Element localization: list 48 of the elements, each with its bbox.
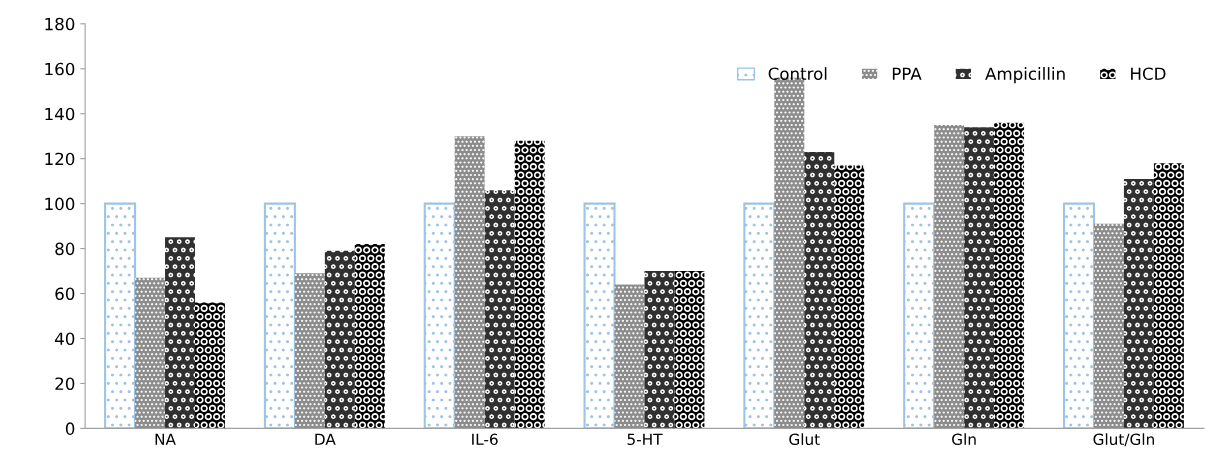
bar: [263, 202, 296, 429]
x-tick-label: NA: [155, 433, 176, 445]
legend-label: Control: [768, 67, 827, 81]
bar: [934, 124, 965, 429]
bar: [583, 202, 616, 429]
bar: [804, 151, 835, 429]
bar: [964, 127, 995, 429]
bar: [614, 284, 645, 429]
legend-label: HCD: [1131, 67, 1166, 81]
bar: [423, 202, 456, 429]
bar: [644, 271, 675, 429]
bar: [135, 277, 166, 429]
bar: [834, 165, 865, 429]
bar: [194, 302, 225, 429]
bar: [324, 250, 355, 429]
legend-label: Ampicillin: [985, 67, 1065, 84]
x-tick-label: DA: [315, 433, 336, 445]
y-tick-label: 20: [55, 377, 75, 391]
bar: [674, 271, 705, 429]
legend-label: PPA: [892, 67, 922, 80]
x-tick-label: IL-6: [472, 433, 498, 446]
y-tick-label: 160: [45, 62, 75, 76]
y-tick-label: 180: [45, 17, 75, 31]
bar: [514, 140, 545, 429]
bar: [454, 136, 485, 429]
y-tick-label: 120: [45, 152, 75, 166]
bar: [903, 202, 936, 429]
bar: [743, 202, 776, 429]
x-tick-label: Gln: [952, 433, 976, 446]
bar: [484, 190, 515, 429]
y-tick-label: 100: [45, 197, 75, 211]
bar: [1153, 163, 1184, 429]
bar: [1123, 178, 1154, 429]
x-tick-label: Glut/Gln: [1093, 433, 1154, 447]
bar: [354, 244, 385, 429]
bar: [294, 273, 325, 429]
y-tick-label: 0: [65, 422, 75, 435]
bar: [1062, 202, 1096, 429]
bar: [104, 202, 137, 429]
x-tick-label: 5-HT: [627, 433, 663, 446]
y-tick-label: 40: [55, 332, 75, 346]
y-tick-label: 80: [55, 242, 75, 256]
y-tick-label: 60: [55, 287, 75, 301]
bar: [994, 122, 1025, 429]
x-tick-label: Glut: [789, 433, 820, 446]
y-tick-label: 140: [45, 107, 75, 121]
bar: [165, 237, 195, 429]
bar: [1093, 223, 1124, 429]
